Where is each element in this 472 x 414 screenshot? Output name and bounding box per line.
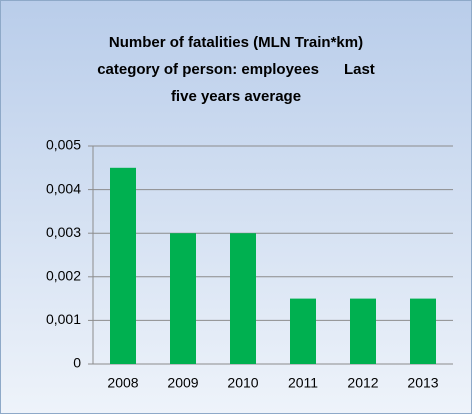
x-tick-label: 2010	[227, 375, 258, 391]
x-tick-label: 2009	[167, 375, 198, 391]
bar	[170, 233, 196, 364]
bar	[410, 298, 436, 364]
bar	[290, 298, 316, 364]
y-tick-label: 0,001	[46, 311, 81, 327]
y-tick-label: 0,002	[46, 268, 81, 284]
y-tick-label: 0,003	[46, 224, 81, 240]
x-tick-label: 2008	[107, 375, 138, 391]
y-tick-label: 0,005	[46, 137, 81, 153]
chart-title: Number of fatalities (MLN Train*km) categ…	[97, 34, 375, 105]
bar	[350, 298, 376, 364]
chart-title-line: Number of fatalities (MLN Train*km)	[109, 34, 363, 51]
x-tick-label: 2012	[347, 375, 378, 391]
chart-title-line: category of person: employees Last	[97, 61, 375, 78]
y-tick-label: 0	[73, 355, 81, 371]
x-tick-label: 2011	[288, 375, 318, 391]
x-tick-label: 2013	[407, 375, 438, 391]
bar	[230, 233, 256, 364]
bar	[110, 167, 136, 364]
chart-title-line: five years average	[171, 88, 301, 105]
y-tick-label: 0,004	[46, 180, 81, 196]
